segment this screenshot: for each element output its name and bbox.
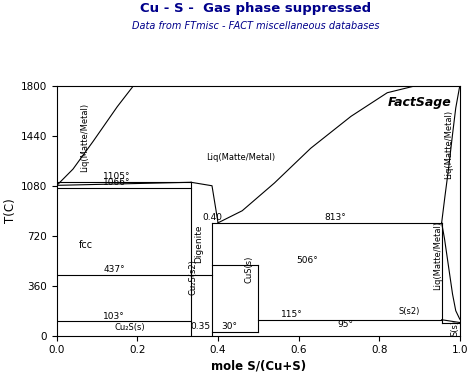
Text: Data from FTmisc - FACT miscellaneous databases: Data from FTmisc - FACT miscellaneous da…	[132, 21, 380, 31]
Text: S(s2): S(s2)	[399, 307, 420, 316]
Text: Liq(Matte/Metal): Liq(Matte/Metal)	[444, 110, 453, 179]
Text: 813°: 813°	[325, 213, 346, 222]
Text: Cu₂S(s2): Cu₂S(s2)	[189, 260, 198, 295]
Text: 0.40: 0.40	[203, 213, 223, 222]
Text: Liq(Matte/Metal): Liq(Matte/Metal)	[80, 103, 89, 172]
Text: S(s): S(s)	[450, 320, 459, 336]
Text: 1105°: 1105°	[103, 172, 131, 181]
Text: 0.35: 0.35	[191, 322, 211, 331]
Text: Liq(Matte/Metal): Liq(Matte/Metal)	[206, 153, 275, 163]
Text: fcc: fcc	[79, 241, 93, 250]
Text: 103°: 103°	[103, 312, 125, 321]
Text: 95°: 95°	[337, 320, 353, 329]
Text: Digenite: Digenite	[194, 225, 203, 263]
Text: Cu₂S(s): Cu₂S(s)	[114, 323, 145, 332]
Text: Liq(Matte/Metal): Liq(Matte/Metal)	[434, 220, 443, 290]
Text: 30°: 30°	[221, 322, 237, 331]
Text: 115°: 115°	[281, 310, 302, 319]
Text: 506°: 506°	[297, 256, 319, 264]
Text: 1066°: 1066°	[103, 178, 131, 187]
X-axis label: mole S/(Cu+S): mole S/(Cu+S)	[211, 360, 306, 373]
Text: CuS(s): CuS(s)	[245, 256, 254, 283]
Text: FactSage: FactSage	[388, 95, 452, 109]
Y-axis label: T(C): T(C)	[4, 198, 17, 223]
Text: Cu - S -  Gas phase suppressed: Cu - S - Gas phase suppressed	[140, 2, 372, 15]
Text: 437°: 437°	[103, 265, 125, 274]
